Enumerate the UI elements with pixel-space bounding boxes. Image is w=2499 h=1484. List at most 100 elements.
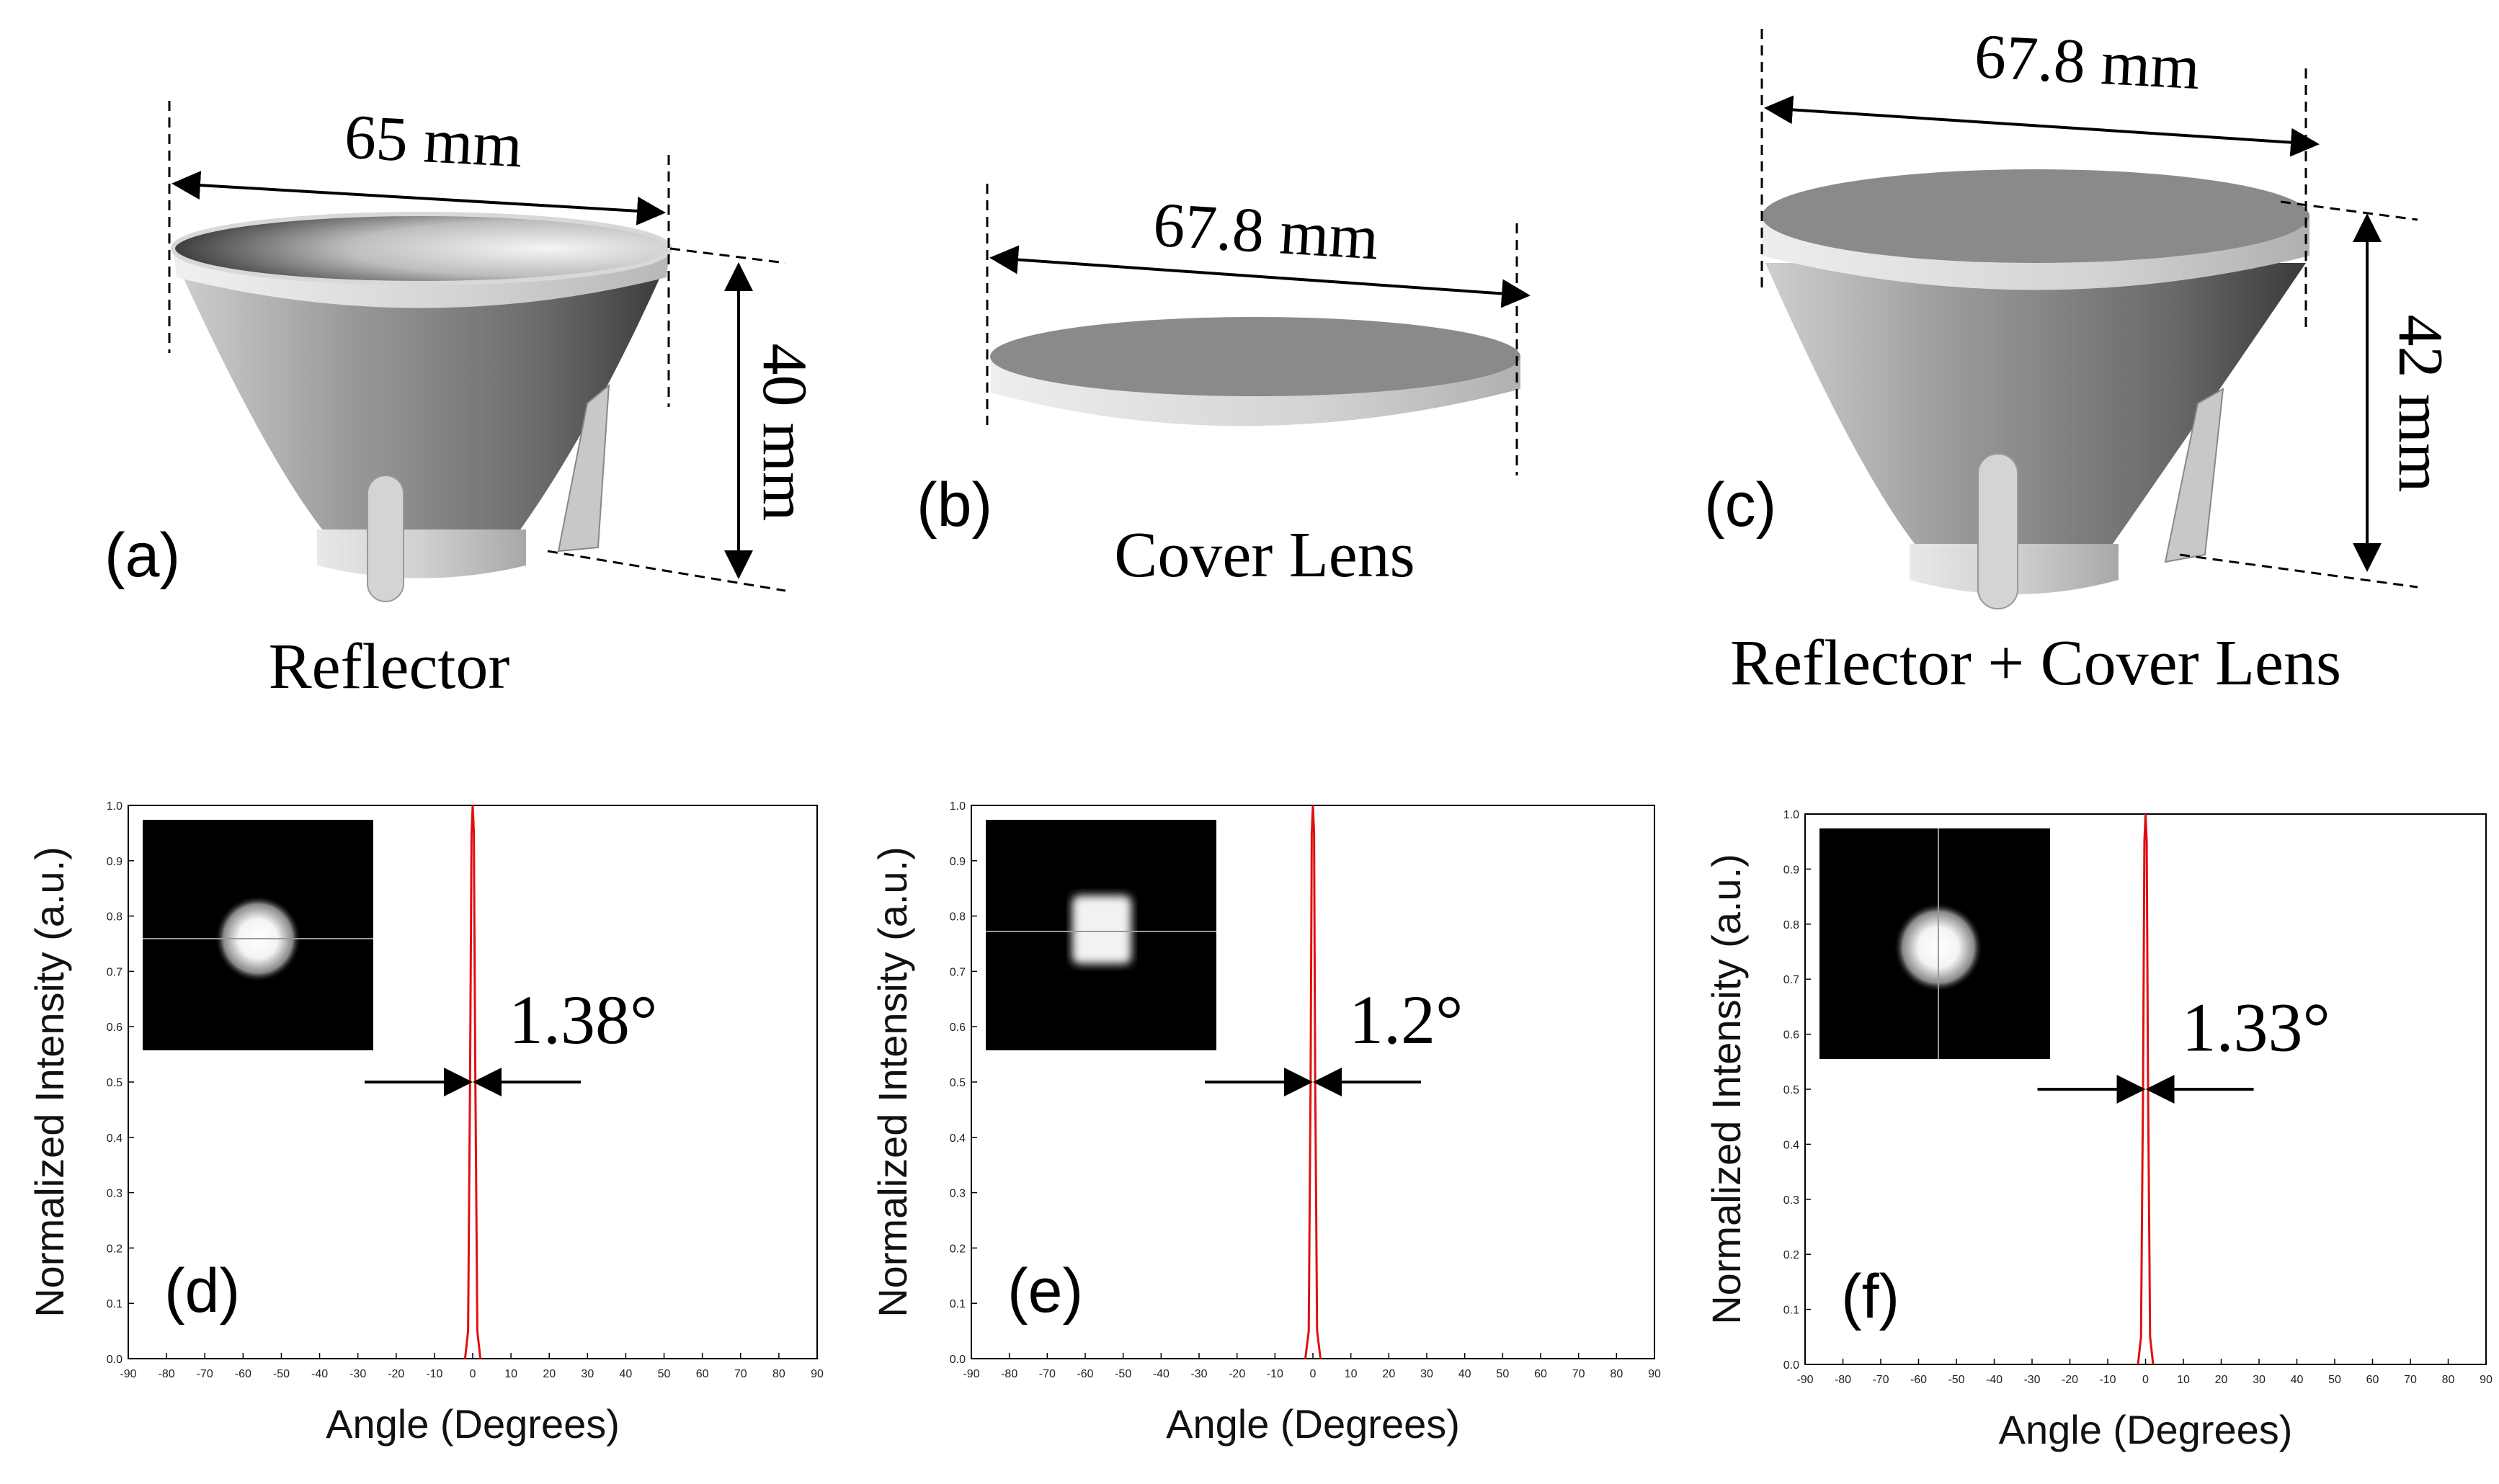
x-tick-label: -80 <box>159 1368 175 1380</box>
reflector-bracket <box>557 383 610 553</box>
fwhm-annotation: 1.2° <box>1349 981 1463 1058</box>
y-tick-label: 0.1 <box>107 1298 122 1310</box>
x-tick-label: -60 <box>1910 1374 1927 1386</box>
reflector-base <box>317 529 526 578</box>
x-tick-label: 40 <box>620 1368 633 1380</box>
height-guide-bottom <box>547 550 786 592</box>
x-tick-label: 20 <box>543 1368 556 1380</box>
width-arrow <box>1764 95 2320 157</box>
x-tick-label: -70 <box>1039 1368 1056 1380</box>
width-arrow <box>172 171 666 225</box>
y-tick-label: 0.2 <box>950 1243 966 1255</box>
reflector-bracket <box>2164 388 2224 563</box>
y-tick-label: 0.5 <box>1783 1084 1799 1096</box>
x-tick-label: 0 <box>2142 1374 2149 1386</box>
panel-letter: (b) <box>917 470 992 540</box>
x-tick-label: 30 <box>2253 1374 2266 1386</box>
x-tick-label: 70 <box>734 1368 747 1380</box>
x-tick-label: -80 <box>1001 1368 1017 1380</box>
y-tick-label: 0.0 <box>950 1354 966 1366</box>
height-guide-top <box>669 247 786 264</box>
x-tick-label: -60 <box>1077 1368 1093 1380</box>
x-tick-label: 60 <box>2366 1374 2379 1386</box>
panel-a-reflector: 65 mm 40 mm (a) Reflector <box>104 101 819 702</box>
y-tick-label: 0.7 <box>107 966 122 978</box>
y-tick-label: 0.7 <box>950 966 966 978</box>
x-tick-label: -60 <box>235 1368 251 1380</box>
intensity-curve <box>1304 805 1322 1359</box>
y-tick-label: 0.6 <box>1783 1029 1799 1042</box>
x-tick-label: -40 <box>1153 1368 1170 1380</box>
x-axis-label: Angle (Degrees) <box>326 1401 620 1447</box>
x-tick-label: 50 <box>658 1368 671 1380</box>
y-tick-label: 1.0 <box>1783 809 1799 821</box>
x-tick-label: 70 <box>1572 1368 1585 1380</box>
x-tick-label: 30 <box>1420 1368 1433 1380</box>
lens-top <box>990 317 1520 396</box>
y-tick-label: 0.3 <box>950 1188 966 1200</box>
y-tick-label: 0.9 <box>950 856 966 868</box>
x-tick-label: -40 <box>1986 1374 2003 1386</box>
y-axis-label: Normalized Intensity (a.u.) <box>27 846 72 1318</box>
reflector-post <box>1977 453 2018 609</box>
x-tick-label: -20 <box>2062 1374 2078 1386</box>
x-tick-label: -30 <box>349 1368 366 1380</box>
panel-letter: (c) <box>1704 470 1776 540</box>
x-tick-label: 20 <box>1382 1368 1395 1380</box>
y-tick-label: 0.9 <box>1783 864 1799 876</box>
x-tick-label: 0 <box>470 1368 476 1380</box>
x-tick-label: 20 <box>2215 1374 2228 1386</box>
y-tick-label: 0.4 <box>950 1132 966 1145</box>
y-tick-label: 0.0 <box>107 1354 122 1366</box>
x-axis-label: Angle (Degrees) <box>1166 1401 1460 1447</box>
fwhm-annotation: 1.33° <box>2182 989 2330 1066</box>
y-tick-label: 0.9 <box>107 856 122 868</box>
x-tick-label: -50 <box>273 1368 290 1380</box>
y-tick-label: 0.6 <box>950 1022 966 1034</box>
y-tick-label: 0.8 <box>1783 919 1799 931</box>
plot-e: -90 -80 -70 -60 -50 -40 -30 -20 -10 0 10 20 30 40 50 60… <box>870 800 1661 1447</box>
y-tick-label: 0.1 <box>1783 1305 1799 1317</box>
panel-letter: (d) <box>164 1256 240 1326</box>
x-tick-label: 80 <box>2442 1374 2455 1386</box>
x-tick-label: -90 <box>963 1368 979 1380</box>
x-tick-label: -70 <box>1872 1374 1889 1386</box>
panel-caption: Reflector + Cover Lens <box>1730 627 2341 699</box>
x-tick-label: -90 <box>1796 1374 1813 1386</box>
x-tick-label: -20 <box>1229 1368 1245 1380</box>
x-tick-label: -70 <box>197 1368 213 1380</box>
height-guide-bottom <box>2179 553 2418 589</box>
x-tick-label: -50 <box>1948 1374 1964 1386</box>
x-tick-label: 40 <box>1458 1368 1471 1380</box>
y-tick-label: 0.0 <box>1783 1359 1799 1372</box>
width-label: 65 mm <box>343 102 525 182</box>
y-axis-label: Normalized Intensity (a.u.) <box>870 846 915 1318</box>
y-tick-label: 1.0 <box>107 800 122 813</box>
reflector-body <box>177 263 667 537</box>
x-tick-label: -90 <box>120 1368 136 1380</box>
panel-letter: (e) <box>1007 1256 1083 1326</box>
y-axis-label: Normalized Intensity (a.u.) <box>1703 854 1749 1325</box>
x-tick-label: -80 <box>1835 1374 1851 1386</box>
lens-top <box>1762 169 2309 263</box>
x-tick-label: 50 <box>1496 1368 1509 1380</box>
x-tick-label: -50 <box>1115 1368 1131 1380</box>
y-tick-label: 1.0 <box>950 800 966 813</box>
x-tick-label: 90 <box>2480 1374 2493 1386</box>
y-tick-label: 0.2 <box>1783 1249 1799 1261</box>
width-arrow <box>989 245 1531 308</box>
x-axis-label: Angle (Degrees) <box>1999 1407 2293 1452</box>
x-tick-label: 80 <box>1610 1368 1623 1380</box>
x-tick-label: -30 <box>1190 1368 1207 1380</box>
x-tick-label: 70 <box>2404 1374 2417 1386</box>
y-tick-label: 0.4 <box>1783 1139 1799 1151</box>
y-tick-label: 0.8 <box>107 911 122 924</box>
y-tick-label: 0.4 <box>107 1132 122 1145</box>
x-tick-label: 90 <box>811 1368 824 1380</box>
reflector-post <box>367 475 404 602</box>
x-tick-label: 60 <box>696 1368 709 1380</box>
x-tick-label: 30 <box>581 1368 594 1380</box>
x-tick-label: 90 <box>1648 1368 1661 1380</box>
inset-spot <box>1072 895 1131 964</box>
